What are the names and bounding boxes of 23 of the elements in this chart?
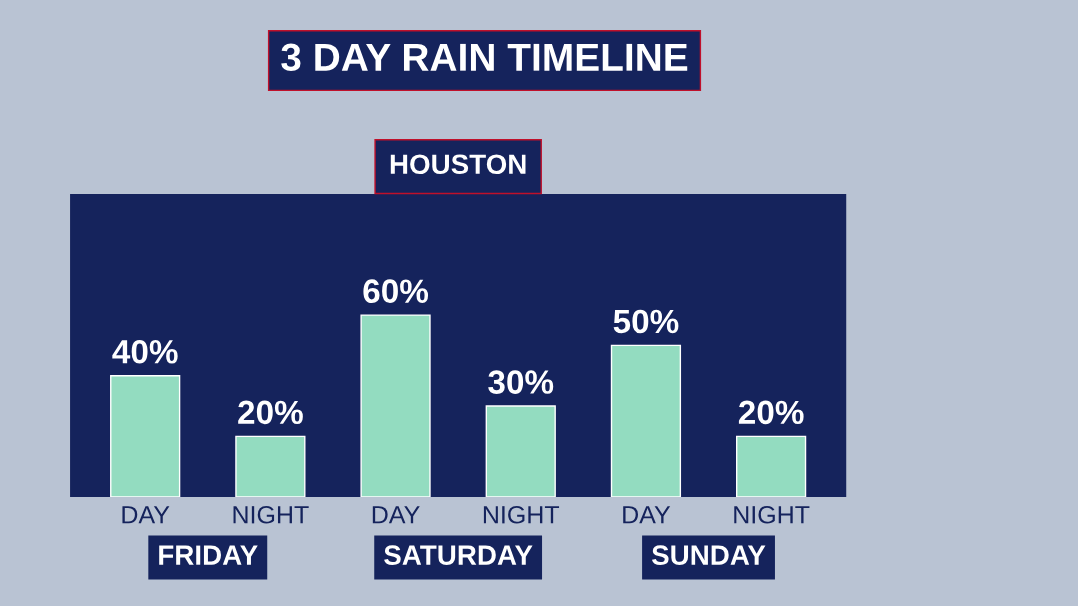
- bar: [485, 405, 556, 497]
- bar: [735, 435, 807, 497]
- x-tick-label: DAY: [122, 506, 170, 524]
- bar: [235, 435, 306, 497]
- x-tick-label: NIGHT: [483, 505, 560, 524]
- data-label: 40%: [112, 339, 178, 364]
- data-label: 60%: [363, 279, 429, 303]
- x-tick-label: DAY: [372, 506, 420, 524]
- x-tick-label: DAY: [623, 506, 671, 524]
- text: FRIDAY: [159, 545, 258, 565]
- data-label: 20%: [238, 400, 303, 425]
- chart-title: 3 DAY RAIN TIMELINE: [281, 43, 688, 72]
- bar: [110, 375, 181, 497]
- bar: [610, 344, 682, 497]
- x-tick-label: NIGHT: [734, 505, 810, 524]
- text: SATURDAY: [384, 545, 533, 565]
- bar: [360, 314, 431, 497]
- x-tick-label: NIGHT: [233, 505, 309, 524]
- chart-subtitle: HOUSTON: [390, 154, 526, 175]
- data-label: 50%: [613, 309, 679, 334]
- data-label: 20%: [738, 400, 804, 425]
- text: SUNDAY: [651, 545, 766, 565]
- data-label: 30%: [488, 370, 554, 394]
